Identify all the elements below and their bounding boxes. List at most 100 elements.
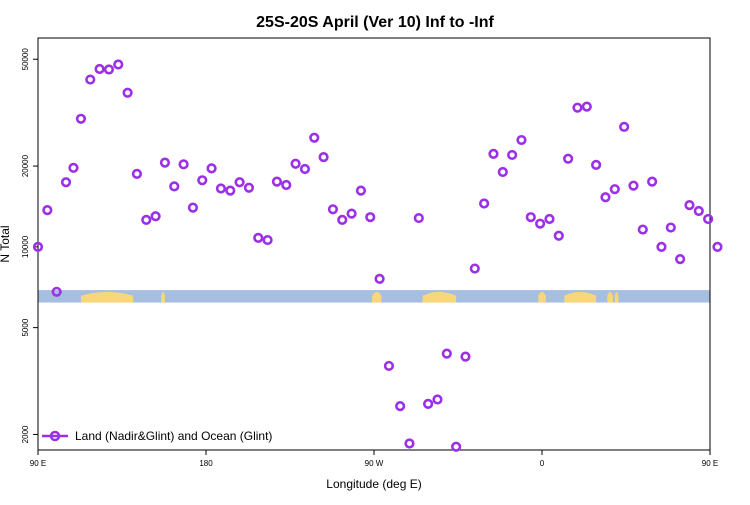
- data-point: [103, 64, 115, 75]
- x-tick-label: 0: [540, 459, 545, 468]
- data-point: [299, 163, 311, 175]
- land-segment: [607, 291, 613, 303]
- data-point: [497, 166, 508, 178]
- data-point: [60, 177, 72, 188]
- data-point: [479, 198, 490, 209]
- data-point: [572, 102, 583, 113]
- data-point: [215, 183, 227, 194]
- legend: Land (Nadir&Glint) and Ocean (Glint): [42, 429, 272, 443]
- data-points: [32, 59, 723, 452]
- data-point: [507, 149, 518, 161]
- data-point: [122, 87, 133, 98]
- data-point: [85, 74, 96, 85]
- data-point: [488, 148, 499, 159]
- data-point: [113, 59, 124, 70]
- data-point: [432, 394, 443, 405]
- data-point: [234, 177, 245, 188]
- data-point: [159, 157, 171, 168]
- data-point: [327, 204, 339, 215]
- data-point: [535, 218, 546, 229]
- data-point: [693, 205, 704, 217]
- land-segment: [422, 291, 457, 303]
- data-point: [553, 230, 564, 241]
- data-point: [684, 200, 695, 211]
- data-point: [253, 232, 264, 243]
- land-segment: [372, 291, 382, 303]
- plot-frame: [37, 37, 711, 451]
- data-point: [281, 179, 292, 191]
- data-point: [141, 214, 152, 226]
- data-point: [150, 211, 161, 222]
- data-point: [591, 159, 602, 170]
- y-tick-label: 5000: [21, 318, 30, 336]
- y-axis-label: N Total: [0, 225, 12, 262]
- data-point: [42, 205, 53, 216]
- data-point: [290, 158, 301, 169]
- land-segment: [80, 291, 134, 303]
- data-point: [413, 212, 424, 224]
- data-point: [206, 163, 217, 174]
- x-axis: 90 E 180 90 W 0 90 E: [30, 450, 718, 468]
- data-point: [187, 202, 199, 213]
- data-point: [68, 162, 79, 173]
- chart-title: 25S-20S April (Ver 10) Inf to -Inf: [256, 14, 494, 31]
- x-tick-label: 90 W: [365, 459, 384, 468]
- data-point: [609, 184, 620, 195]
- data-point: [404, 438, 415, 449]
- data-point: [675, 254, 686, 265]
- land-segment: [538, 291, 546, 303]
- y-tick-label: 2000: [21, 425, 30, 443]
- data-point: [318, 151, 329, 163]
- y-tick-label: 20000: [21, 154, 30, 177]
- data-point: [581, 101, 592, 112]
- data-point: [703, 213, 714, 225]
- land-ocean-strip: [38, 290, 710, 303]
- data-point: [169, 181, 180, 192]
- y-tick-label: 10000: [21, 235, 30, 258]
- data-point: [460, 351, 471, 362]
- data-point: [32, 241, 44, 252]
- data-point: [665, 222, 676, 233]
- data-point: [262, 234, 273, 246]
- data-point: [51, 286, 62, 297]
- x-tick-label: 90 E: [702, 459, 718, 468]
- data-point: [469, 263, 480, 274]
- data-point: [243, 182, 255, 193]
- data-point: [600, 192, 611, 203]
- data-point: [309, 132, 320, 143]
- data-point: [197, 175, 208, 186]
- data-point: [647, 176, 658, 187]
- data-point: [94, 63, 105, 75]
- data-point: [637, 224, 648, 235]
- data-point: [225, 185, 236, 196]
- legend-entry-label: Land (Nadir&Glint) and Ocean (Glint): [75, 429, 272, 443]
- data-point: [383, 360, 395, 372]
- data-point: [516, 134, 527, 146]
- data-point: [525, 212, 536, 223]
- x-axis-label: Longitude (deg E): [326, 477, 421, 491]
- data-point: [374, 273, 385, 284]
- land-segment: [614, 291, 619, 303]
- data-point: [355, 185, 367, 196]
- data-point: [441, 348, 452, 359]
- data-point: [178, 159, 189, 170]
- data-point: [423, 398, 434, 409]
- data-point: [365, 212, 376, 223]
- data-point: [544, 213, 555, 225]
- data-point: [395, 401, 406, 412]
- x-tick-label: 180: [199, 459, 213, 468]
- data-point: [271, 176, 283, 187]
- land-segment: [564, 291, 597, 303]
- land-segment: [161, 291, 165, 303]
- data-point: [619, 121, 630, 132]
- data-point: [656, 241, 667, 252]
- data-point: [628, 180, 639, 191]
- data-point: [131, 168, 143, 179]
- data-point: [337, 214, 348, 226]
- data-point: [563, 153, 574, 164]
- data-point: [75, 113, 87, 124]
- data-point: [346, 208, 357, 219]
- data-point: [712, 241, 723, 252]
